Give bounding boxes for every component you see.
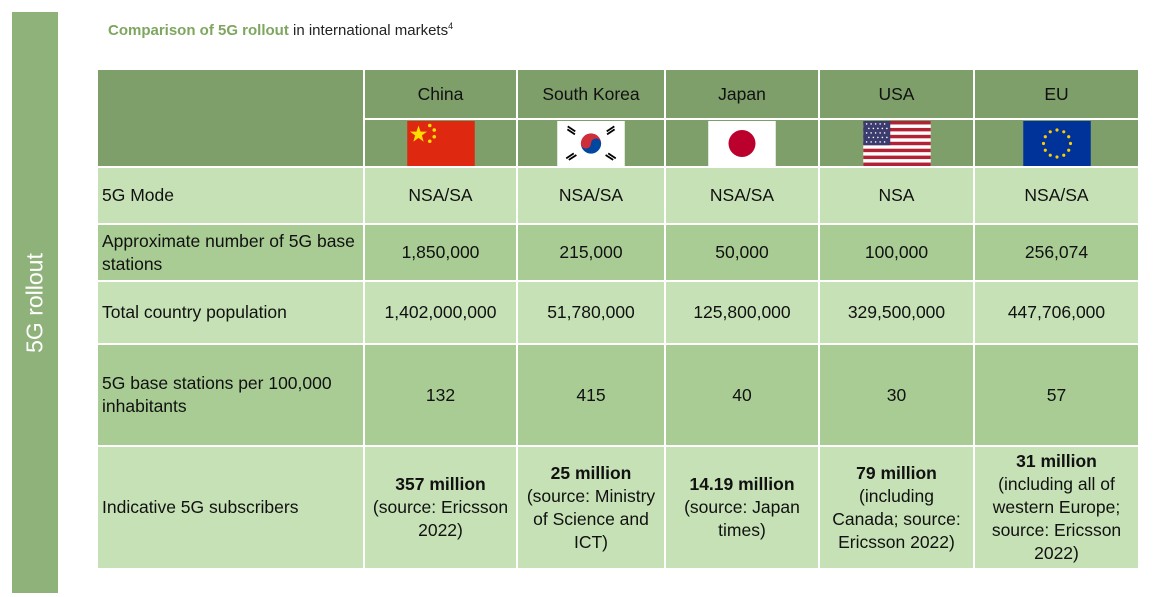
south-korea-flag-icon xyxy=(557,120,625,166)
table-cell: 215,000 xyxy=(516,223,666,282)
usa-flag-icon xyxy=(862,120,931,166)
subscriber-count: 14.19 million xyxy=(689,474,795,494)
table-row: Total country population 1,402,000,000 5… xyxy=(96,280,1140,345)
subscriber-cell: 25 million (source: Ministry of Science a… xyxy=(516,445,666,570)
table-cell: 57 xyxy=(973,343,1140,447)
page-title: Comparison of 5G rollout in internationa… xyxy=(108,21,453,39)
row-label: 5G Mode xyxy=(96,166,365,225)
flag-cell xyxy=(363,118,518,168)
header-empty-cell xyxy=(96,68,365,168)
header-row: China South Korea Japan USA EU xyxy=(96,68,1140,168)
table-cell: 329,500,000 xyxy=(818,280,975,345)
table-row: Indicative 5G subscribers 357 million (so… xyxy=(96,445,1140,570)
table-row: Approximate number of 5G base stations 1… xyxy=(96,223,1140,282)
header-country: EU xyxy=(973,68,1140,120)
table-cell: NSA xyxy=(818,166,975,225)
sidebar-band xyxy=(12,12,58,593)
table-row: 5G base stations per 100,000 inhabitants… xyxy=(96,343,1140,447)
table-cell: 256,074 xyxy=(973,223,1140,282)
header-country: Japan xyxy=(664,68,820,120)
subscriber-note: (including all of western Europe; source… xyxy=(991,474,1122,563)
table-cell: 447,706,000 xyxy=(973,280,1140,345)
subscriber-note: (source: Ministry of Science and ICT) xyxy=(526,485,656,552)
subscriber-cell: 14.19 million (source: Japan times) xyxy=(664,445,820,570)
row-label: Total country population xyxy=(96,280,365,345)
flag-cell xyxy=(664,118,820,168)
subscriber-count: 31 million xyxy=(1016,451,1097,471)
row-label: Approximate number of 5G base stations xyxy=(96,223,365,282)
table-cell: NSA/SA xyxy=(664,166,820,225)
sidebar-label: 5G rollout xyxy=(21,253,48,353)
subscriber-note: (including Canada; source: Ericsson 2022… xyxy=(832,485,961,552)
subscriber-count: 79 million xyxy=(856,462,937,483)
header-country: China xyxy=(363,68,518,120)
table-row: 5G Mode NSA/SA NSA/SA NSA/SA NSA NSA/SA xyxy=(96,166,1140,225)
subscriber-note: (source: Ericsson 2022) xyxy=(372,497,509,540)
subscriber-count: 357 million xyxy=(395,474,486,494)
title-rest: in international markets xyxy=(288,22,449,39)
row-label: 5G base stations per 100,000 inhabitants xyxy=(96,343,365,447)
subscriber-cell: 79 million (including Canada; source: Eri… xyxy=(818,445,975,570)
table-cell: 51,780,000 xyxy=(516,280,666,345)
subscriber-count: 25 million xyxy=(550,462,632,483)
table-cell: NSA/SA xyxy=(516,166,666,225)
flag-cell xyxy=(516,118,666,168)
table-cell: NSA/SA xyxy=(973,166,1140,225)
table-cell: 40 xyxy=(664,343,820,447)
table-cell: NSA/SA xyxy=(363,166,518,225)
subscriber-note: (source: Japan times) xyxy=(684,497,800,540)
header-country: South Korea xyxy=(516,68,666,120)
table-cell: 30 xyxy=(818,343,975,447)
eu-flag-icon xyxy=(1022,120,1091,166)
subscriber-cell: 31 million (including all of western Euro… xyxy=(973,445,1140,570)
table-cell: 125,800,000 xyxy=(664,280,820,345)
rollout-table: China South Korea Japan USA EU xyxy=(96,68,1140,570)
header-country: USA xyxy=(818,68,975,120)
flag-cell xyxy=(818,118,975,168)
table-cell: 50,000 xyxy=(664,223,820,282)
table-cell: 415 xyxy=(516,343,666,447)
title-footnote: 4 xyxy=(448,21,454,31)
flag-row xyxy=(97,118,1140,168)
table-cell: 1,402,000,000 xyxy=(363,280,518,345)
table-cell: 100,000 xyxy=(818,223,975,282)
subscriber-cell: 357 million (source: Ericsson 2022) xyxy=(363,445,518,570)
table-cell: 132 xyxy=(363,343,518,447)
china-flag-icon xyxy=(406,120,475,166)
row-label: Indicative 5G subscribers xyxy=(96,445,365,570)
title-bold: Comparison of 5G rollout xyxy=(108,22,289,39)
table-cell: 1,850,000 xyxy=(363,223,518,282)
japan-flag-icon xyxy=(708,120,776,166)
flag-cell xyxy=(973,118,1140,168)
